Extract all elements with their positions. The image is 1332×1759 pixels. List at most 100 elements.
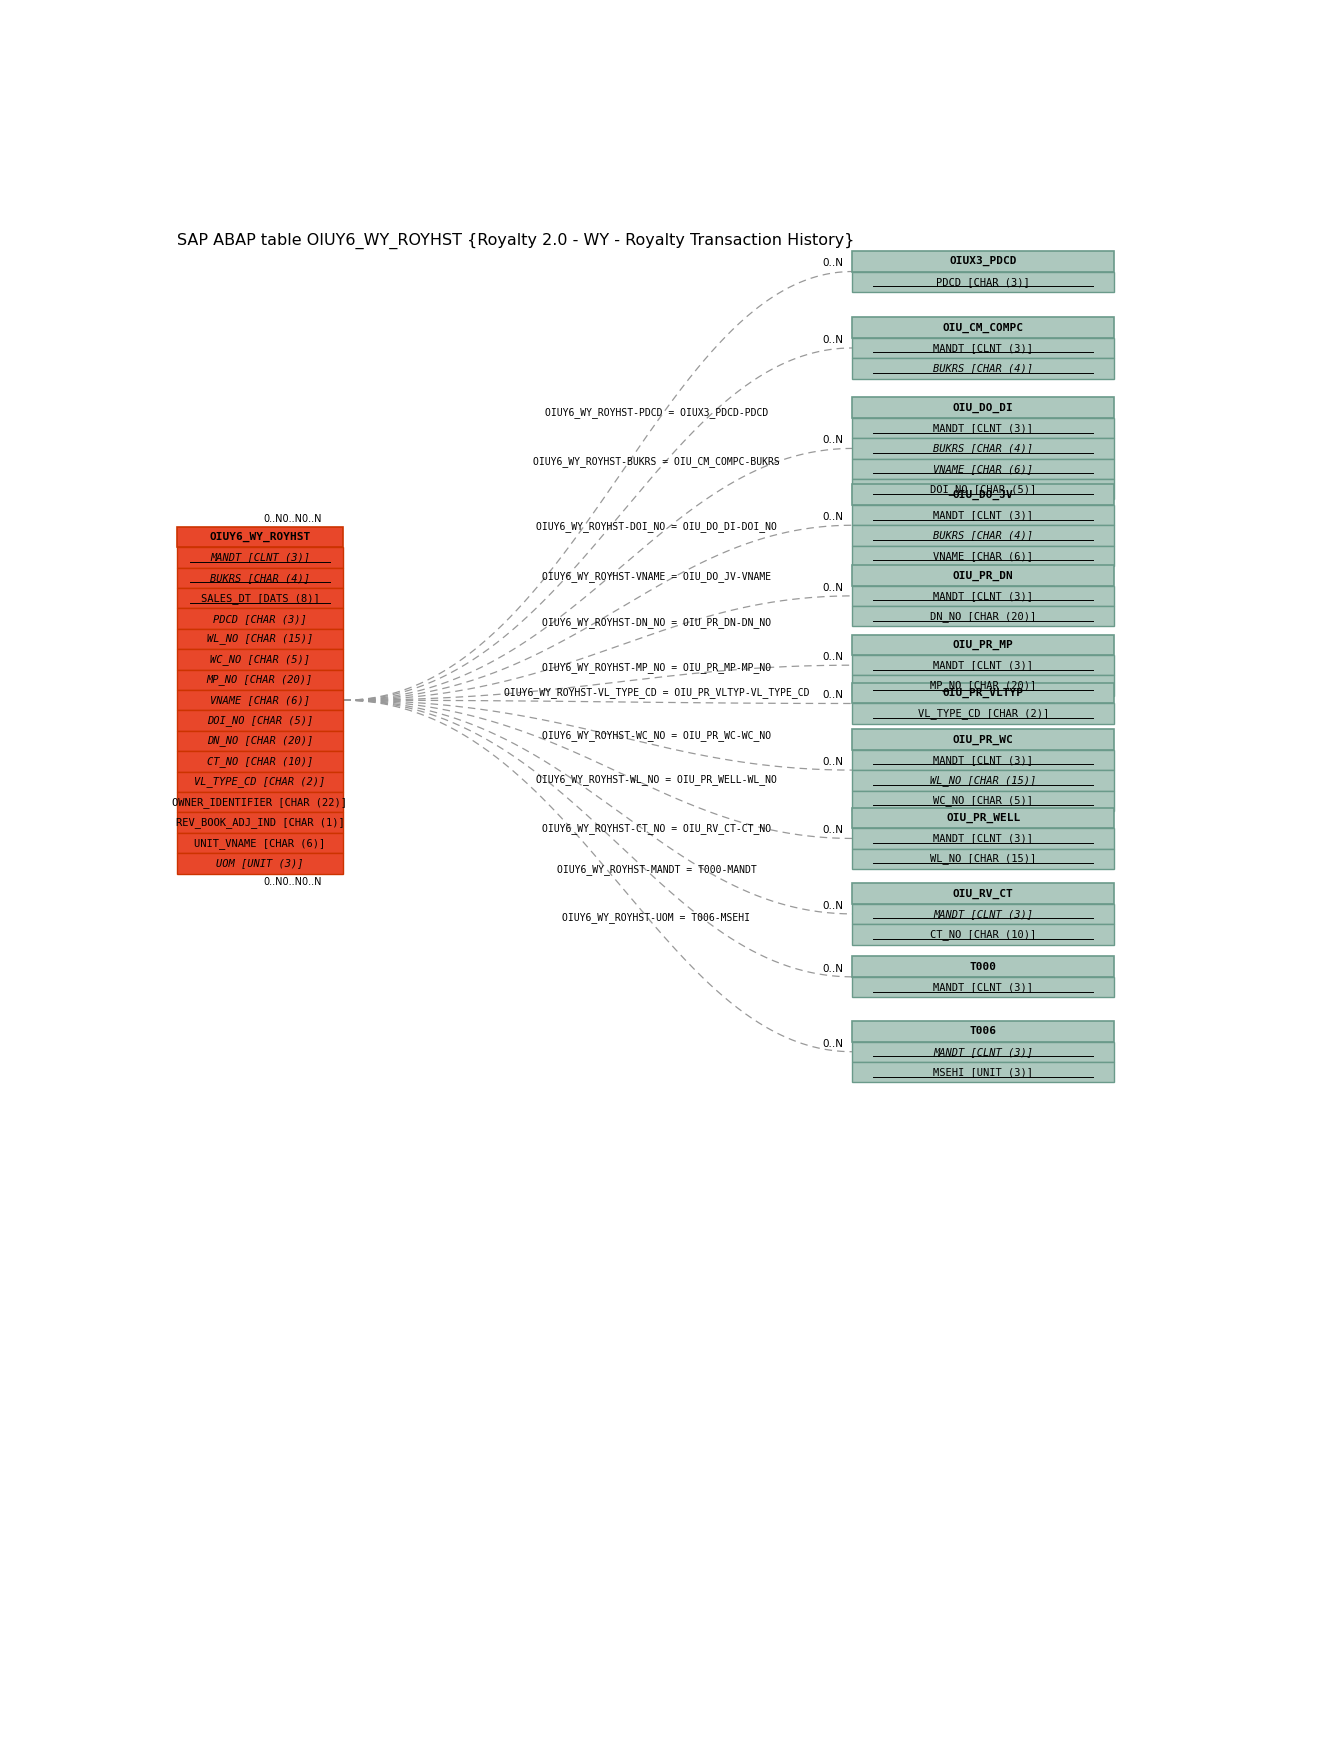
Text: 0..N: 0..N xyxy=(822,582,843,593)
FancyBboxPatch shape xyxy=(852,398,1115,419)
Text: OIUY6_WY_ROYHST-VL_TYPE_CD = OIU_PR_VLTYP-VL_TYPE_CD: OIUY6_WY_ROYHST-VL_TYPE_CD = OIU_PR_VLTY… xyxy=(503,686,809,698)
Text: 0..N: 0..N xyxy=(822,334,843,345)
Text: WL_NO [CHAR (15)]: WL_NO [CHAR (15)] xyxy=(930,776,1036,786)
Text: OIUY6_WY_ROYHST: OIUY6_WY_ROYHST xyxy=(209,531,310,542)
FancyBboxPatch shape xyxy=(852,317,1115,338)
FancyBboxPatch shape xyxy=(852,252,1115,271)
FancyBboxPatch shape xyxy=(177,730,344,751)
Text: OIU_PR_WELL: OIU_PR_WELL xyxy=(946,813,1020,823)
FancyBboxPatch shape xyxy=(852,957,1115,976)
FancyBboxPatch shape xyxy=(177,832,344,853)
FancyBboxPatch shape xyxy=(177,711,344,730)
FancyBboxPatch shape xyxy=(852,478,1115,500)
Text: UOM [UNIT (3)]: UOM [UNIT (3)] xyxy=(216,858,304,869)
Text: MANDT [CLNT (3)]: MANDT [CLNT (3)] xyxy=(934,834,1034,843)
Text: T006: T006 xyxy=(970,1025,996,1036)
FancyBboxPatch shape xyxy=(852,828,1115,848)
Text: MANDT [CLNT (3)]: MANDT [CLNT (3)] xyxy=(934,422,1034,433)
FancyBboxPatch shape xyxy=(852,923,1115,945)
FancyBboxPatch shape xyxy=(852,790,1115,811)
Text: MANDT [CLNT (3)]: MANDT [CLNT (3)] xyxy=(934,343,1034,354)
FancyBboxPatch shape xyxy=(852,904,1115,923)
FancyBboxPatch shape xyxy=(852,1041,1115,1062)
FancyBboxPatch shape xyxy=(852,419,1115,438)
Text: MANDT [CLNT (3)]: MANDT [CLNT (3)] xyxy=(934,755,1034,765)
Text: 0..N: 0..N xyxy=(822,964,843,974)
Text: OIU_PR_VLTYP: OIU_PR_VLTYP xyxy=(943,688,1024,698)
Text: OIUY6_WY_ROYHST-BUKRS = OIU_CM_COMPC-BUKRS: OIUY6_WY_ROYHST-BUKRS = OIU_CM_COMPC-BUK… xyxy=(533,456,779,468)
Text: 0..N0..N0..N: 0..N0..N0..N xyxy=(264,876,322,887)
FancyBboxPatch shape xyxy=(177,609,344,628)
FancyBboxPatch shape xyxy=(852,359,1115,378)
Text: MP_NO [CHAR (20)]: MP_NO [CHAR (20)] xyxy=(206,674,313,686)
Text: WC_NO [CHAR (5)]: WC_NO [CHAR (5)] xyxy=(934,795,1034,806)
Text: MANDT [CLNT (3)]: MANDT [CLNT (3)] xyxy=(934,1047,1034,1057)
Text: DOI_NO [CHAR (5)]: DOI_NO [CHAR (5)] xyxy=(206,716,313,726)
Text: 0..N: 0..N xyxy=(822,756,843,767)
FancyBboxPatch shape xyxy=(852,770,1115,790)
Text: 0..N: 0..N xyxy=(822,259,843,269)
FancyBboxPatch shape xyxy=(852,682,1115,704)
FancyBboxPatch shape xyxy=(852,607,1115,626)
Text: OIU_RV_CT: OIU_RV_CT xyxy=(952,888,1014,899)
Text: OIU_DO_JV: OIU_DO_JV xyxy=(952,489,1014,500)
Text: VL_TYPE_CD [CHAR (2)]: VL_TYPE_CD [CHAR (2)] xyxy=(918,709,1050,719)
Text: VNAME [CHAR (6)]: VNAME [CHAR (6)] xyxy=(934,551,1034,561)
FancyBboxPatch shape xyxy=(852,848,1115,869)
FancyBboxPatch shape xyxy=(177,526,344,547)
Text: BUKRS [CHAR (4)]: BUKRS [CHAR (4)] xyxy=(934,443,1034,454)
Text: MANDT [CLNT (3)]: MANDT [CLNT (3)] xyxy=(210,552,310,563)
Text: OIUY6_WY_ROYHST-WC_NO = OIU_PR_WC-WC_NO: OIUY6_WY_ROYHST-WC_NO = OIU_PR_WC-WC_NO xyxy=(542,730,771,741)
Text: 0..N: 0..N xyxy=(822,691,843,700)
Text: OIUY6_WY_ROYHST-DOI_NO = OIU_DO_DI-DOI_NO: OIUY6_WY_ROYHST-DOI_NO = OIU_DO_DI-DOI_N… xyxy=(535,521,777,533)
Text: 0..N: 0..N xyxy=(822,436,843,445)
FancyBboxPatch shape xyxy=(852,807,1115,828)
Text: OIUY6_WY_ROYHST-DN_NO = OIU_PR_DN-DN_NO: OIUY6_WY_ROYHST-DN_NO = OIU_PR_DN-DN_NO xyxy=(542,617,771,628)
Text: PDCD [CHAR (3)]: PDCD [CHAR (3)] xyxy=(213,614,306,624)
Text: BUKRS [CHAR (4)]: BUKRS [CHAR (4)] xyxy=(934,364,1034,373)
FancyBboxPatch shape xyxy=(852,635,1115,654)
Text: PDCD [CHAR (3)]: PDCD [CHAR (3)] xyxy=(936,276,1030,287)
FancyBboxPatch shape xyxy=(852,459,1115,478)
Text: VL_TYPE_CD [CHAR (2)]: VL_TYPE_CD [CHAR (2)] xyxy=(194,776,325,788)
Text: OIUY6_WY_ROYHST-MANDT = T000-MANDT: OIUY6_WY_ROYHST-MANDT = T000-MANDT xyxy=(557,864,757,874)
Text: OIU_DO_DI: OIU_DO_DI xyxy=(952,403,1014,413)
Text: MP_NO [CHAR (20)]: MP_NO [CHAR (20)] xyxy=(930,681,1036,691)
Text: MSEHI [UNIT (3)]: MSEHI [UNIT (3)] xyxy=(934,1068,1034,1077)
FancyBboxPatch shape xyxy=(177,628,344,649)
Text: WC_NO [CHAR (5)]: WC_NO [CHAR (5)] xyxy=(210,654,310,665)
FancyBboxPatch shape xyxy=(852,675,1115,697)
Text: T000: T000 xyxy=(970,962,996,971)
FancyBboxPatch shape xyxy=(852,1022,1115,1041)
FancyBboxPatch shape xyxy=(852,704,1115,725)
FancyBboxPatch shape xyxy=(852,654,1115,675)
Text: OIUY6_WY_ROYHST-PDCD = OIUX3_PDCD-PDCD: OIUY6_WY_ROYHST-PDCD = OIUX3_PDCD-PDCD xyxy=(545,406,769,419)
FancyBboxPatch shape xyxy=(852,976,1115,997)
Text: OIU_PR_MP: OIU_PR_MP xyxy=(952,640,1014,649)
Text: OIUX3_PDCD: OIUX3_PDCD xyxy=(950,257,1018,266)
Text: UNIT_VNAME [CHAR (6)]: UNIT_VNAME [CHAR (6)] xyxy=(194,837,325,848)
FancyBboxPatch shape xyxy=(177,547,344,568)
Text: OIUY6_WY_ROYHST-CT_NO = OIU_RV_CT-CT_NO: OIUY6_WY_ROYHST-CT_NO = OIU_RV_CT-CT_NO xyxy=(542,823,771,834)
Text: CT_NO [CHAR (10)]: CT_NO [CHAR (10)] xyxy=(930,929,1036,939)
Text: 0..N: 0..N xyxy=(822,653,843,661)
FancyBboxPatch shape xyxy=(852,526,1115,545)
Text: DN_NO [CHAR (20)]: DN_NO [CHAR (20)] xyxy=(206,735,313,746)
FancyBboxPatch shape xyxy=(177,751,344,772)
Text: OIUY6_WY_ROYHST-MP_NO = OIU_PR_MP-MP_NO: OIUY6_WY_ROYHST-MP_NO = OIU_PR_MP-MP_NO xyxy=(542,661,771,674)
Text: SALES_DT [DATS (8)]: SALES_DT [DATS (8)] xyxy=(201,593,320,603)
Text: CT_NO [CHAR (10)]: CT_NO [CHAR (10)] xyxy=(206,756,313,767)
Text: OIU_PR_DN: OIU_PR_DN xyxy=(952,570,1014,580)
FancyBboxPatch shape xyxy=(852,505,1115,526)
FancyBboxPatch shape xyxy=(177,568,344,588)
Text: REV_BOOK_ADJ_IND [CHAR (1)]: REV_BOOK_ADJ_IND [CHAR (1)] xyxy=(176,818,344,828)
Text: 0..N: 0..N xyxy=(822,901,843,911)
Text: VNAME [CHAR (6)]: VNAME [CHAR (6)] xyxy=(210,695,310,705)
FancyBboxPatch shape xyxy=(177,813,344,832)
FancyBboxPatch shape xyxy=(852,586,1115,607)
Text: MANDT [CLNT (3)]: MANDT [CLNT (3)] xyxy=(934,982,1034,992)
FancyBboxPatch shape xyxy=(177,853,344,874)
FancyBboxPatch shape xyxy=(177,690,344,711)
Text: VNAME [CHAR (6)]: VNAME [CHAR (6)] xyxy=(934,464,1034,473)
Text: MANDT [CLNT (3)]: MANDT [CLNT (3)] xyxy=(934,660,1034,670)
